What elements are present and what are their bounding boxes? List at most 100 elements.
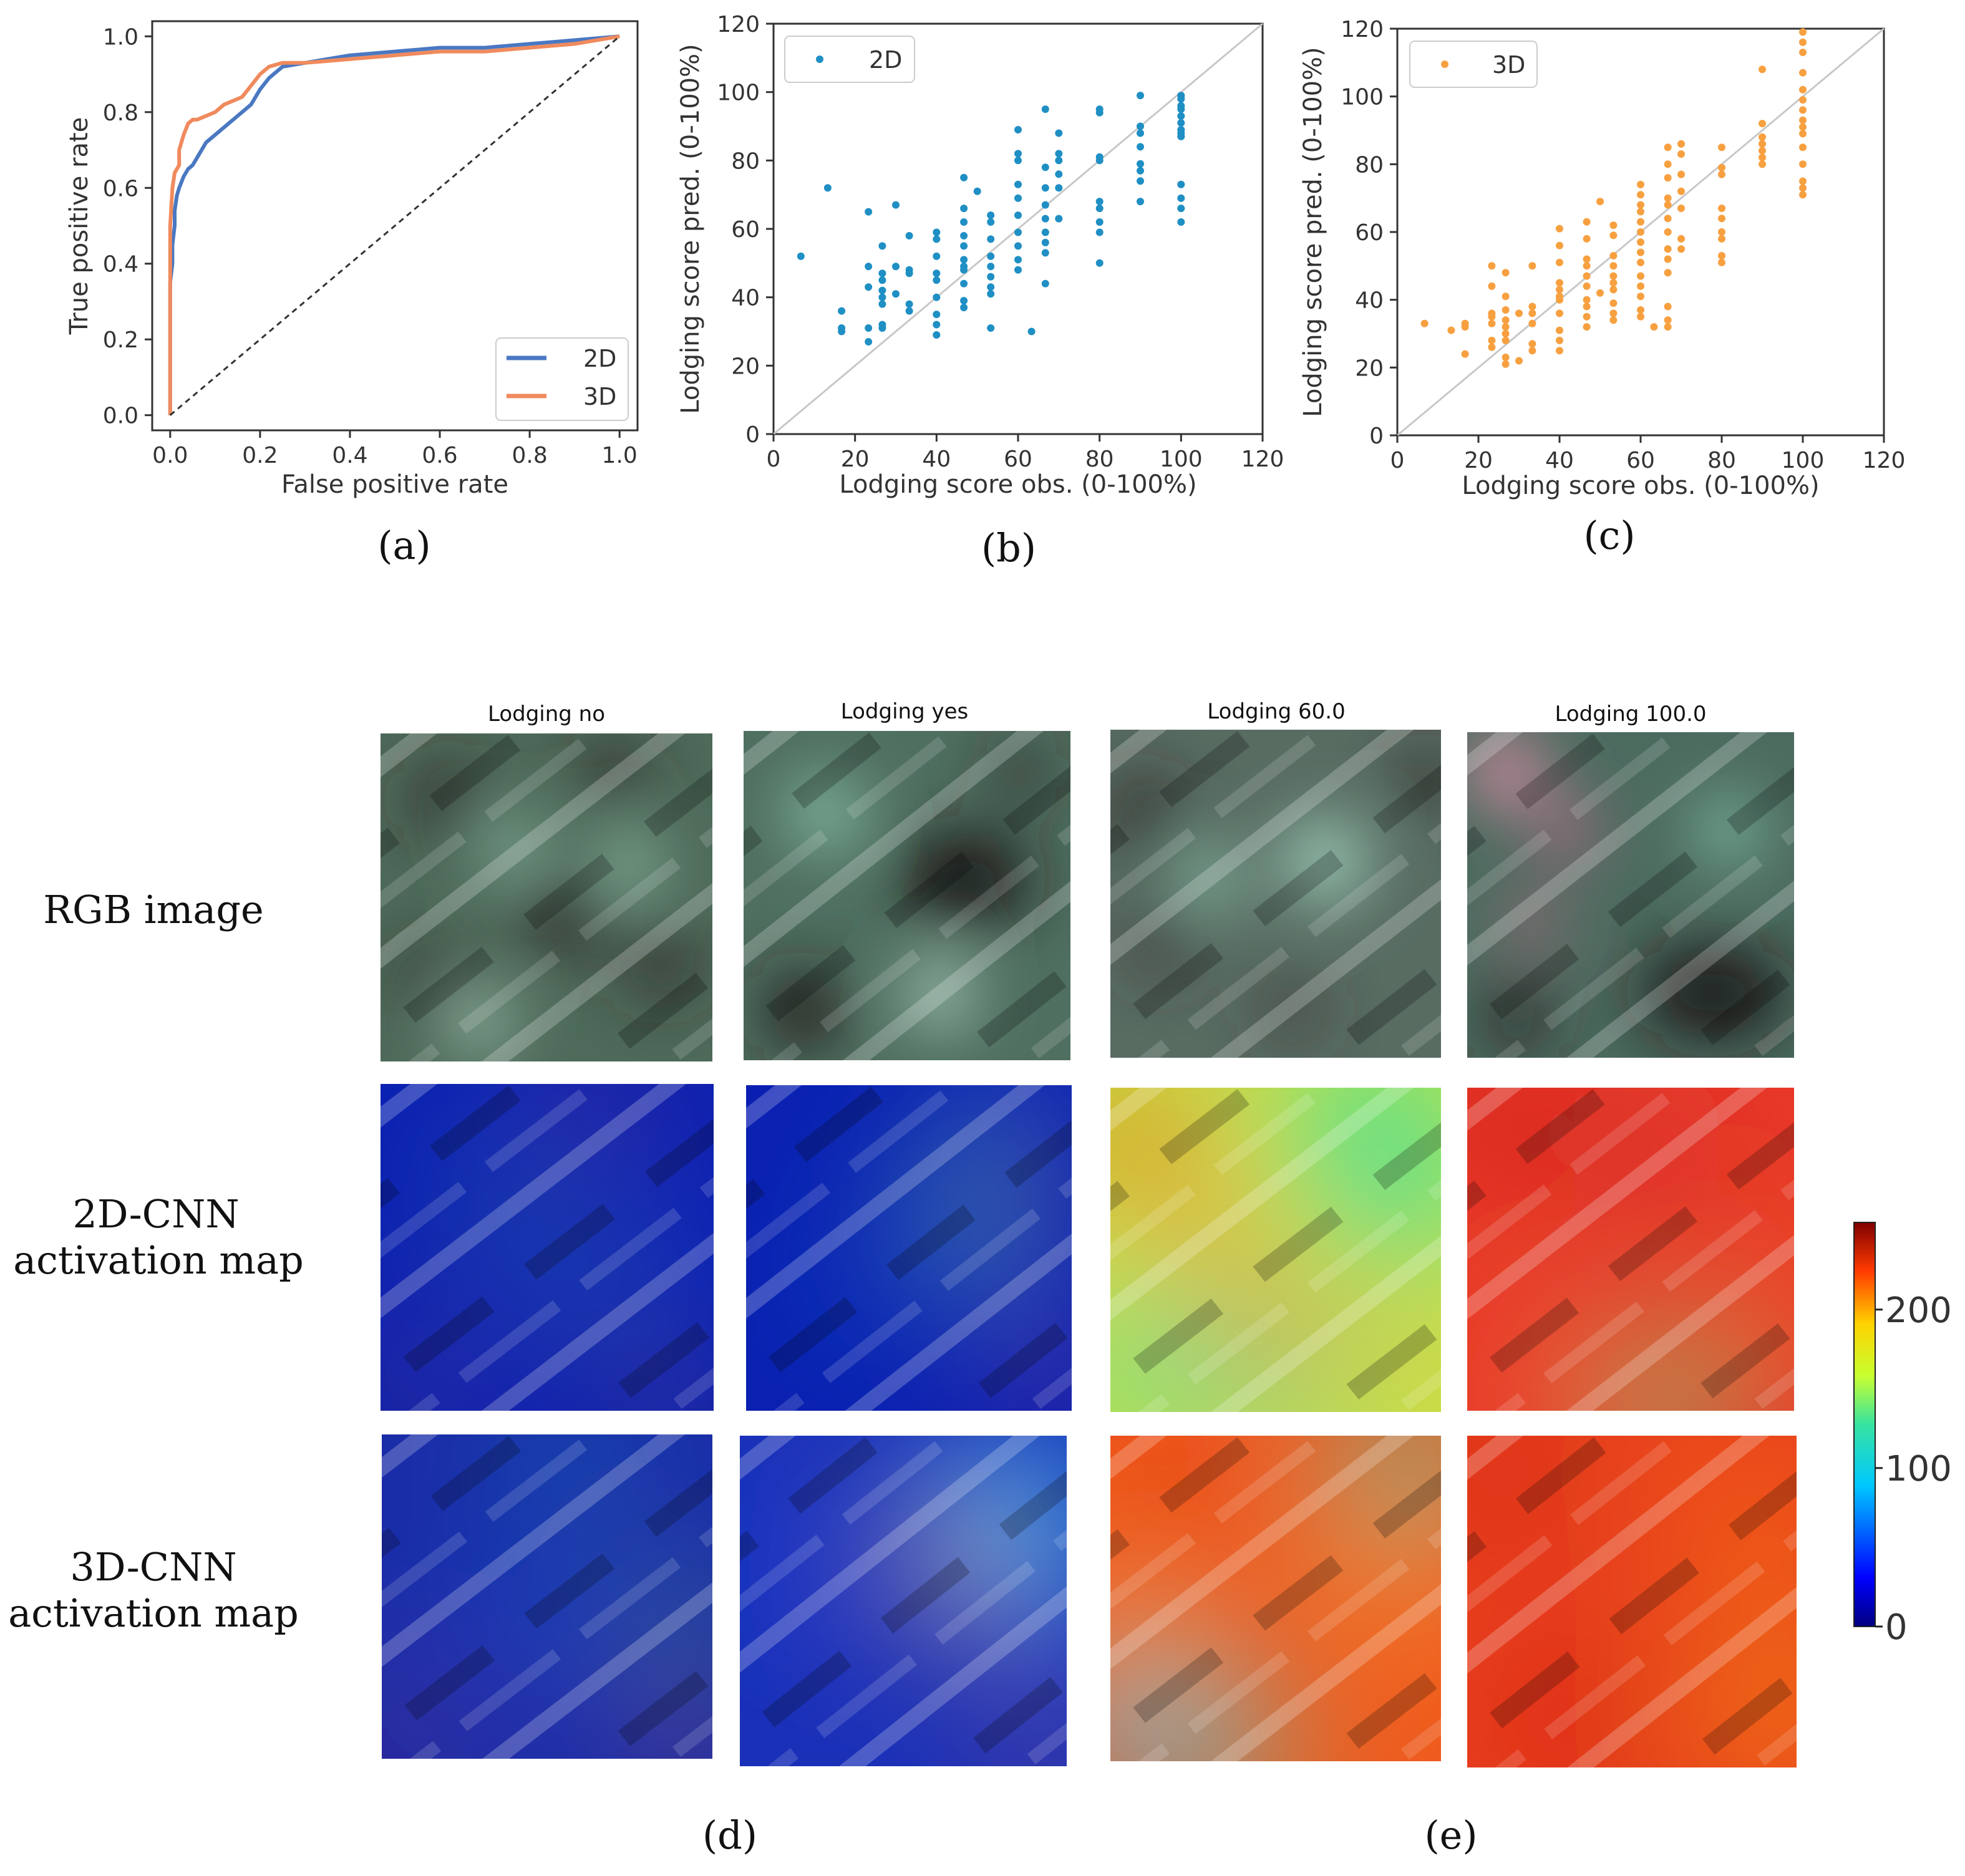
scatter-2d-point [1041,249,1049,257]
scatter-3d-point [1664,160,1672,168]
scatter-2d-point [1095,198,1104,206]
scatter-3d-point [1637,201,1644,209]
scatter-3d-point [1461,323,1469,331]
scatter-2d-point [987,290,995,298]
scatter-3d-xtick-label: 20 [1464,448,1493,473]
scatter-2d-point [905,300,913,308]
scatter-3d-point [1556,241,1563,249]
scatter-2d-point [823,184,832,192]
scatter-2d-point [1095,228,1104,236]
column-title-lodging-100: Lodging 100.0 [1555,702,1706,727]
scatter-2d-point [1041,163,1049,172]
scatter-2d-point [892,290,900,298]
scatter-3d-point [1664,255,1672,263]
roc-line-2d [168,34,620,415]
scatter-2d-point [933,331,941,339]
scatter-3d-point [1677,234,1685,243]
scatter-3d-point [1637,180,1644,188]
scatter-3d-point [1609,299,1618,307]
scatter-2d-point [1137,143,1144,151]
roc-ytick-label: 0.4 [103,252,138,278]
scatter-2d-point [1177,112,1185,120]
scatter-3d-point [1528,340,1536,348]
scatter-3d-point [1583,323,1591,331]
scatter-3d-point [1759,153,1766,162]
scatter-2d-point [1014,157,1022,165]
scatter-3d-point [1488,262,1496,270]
scatter-3d-point [1583,234,1591,243]
scatter-3d-point [1447,326,1455,334]
scatter-2d-point [1014,211,1022,220]
scatter-3d-point [1528,319,1536,327]
scatter-3d-ticks: 0 20 40 60 80 100 120 0 20 40 60 80 100 120 [1341,17,1905,473]
scatter-3d-point [1502,306,1510,314]
activation-3d-lodging-no [382,1434,712,1759]
scatter-3d-point [1420,319,1429,327]
scatter-3d-point [1637,238,1644,246]
row-label-2d-line2: activation map [13,1237,304,1283]
roc-ytick-label: 0.0 [103,404,138,429]
scatter-3d-point [1759,147,1766,155]
scatter-3d-point [1677,150,1685,158]
caption-e: (e) [1424,1812,1477,1858]
scatter-3d-point [1799,130,1807,138]
scatter-3d-point [1583,255,1591,263]
scatter-3d-point [1488,319,1496,327]
scatter-3d-point [1650,323,1658,331]
scatter-3d-point [1556,296,1563,304]
scatter-3d-ylabel: Lodging score pred. (0-100%) [1299,47,1327,417]
scatter-3d-point [1637,218,1644,226]
scatter-3d-point [1488,282,1496,290]
scatter-2d-point [1055,150,1063,158]
colorbar-gradient [1853,1222,1876,1627]
scatter-2d-point [1177,205,1185,213]
colorbar-tick-label: 0 [1885,1607,1908,1648]
scatter-2d-point [1055,184,1063,192]
scatter-2d-point [865,324,873,332]
scatter-2d-point [960,232,968,239]
scatter-2d-point [960,266,968,274]
roc-lines [168,34,621,416]
scatter-3d-point [1664,143,1672,152]
row-label-3d-line2: activation map [8,1590,299,1636]
roc-ytick-label: 1.0 [103,24,138,50]
scatter-2d-point [987,235,995,243]
scatter-3d-point [1609,272,1618,280]
scatter-3d-point [1461,350,1469,358]
colorbar-ticks: 0 100 200 [1875,1290,1952,1648]
scatter-2d-xtick-label: 40 [922,447,951,472]
scatter-3d-point [1637,282,1644,290]
scatter-3d-point [1718,163,1725,172]
scatter-3d-point [1596,289,1604,297]
scatter-3d-legend-marker [1441,60,1448,68]
scatter-3d-point [1583,296,1591,304]
activation-2d-lodging-100 [1467,1088,1794,1411]
scatter-2d-point [1041,105,1049,114]
scatter-3d-xtick-label: 60 [1626,448,1655,473]
scatter-2d-point [1014,150,1022,158]
scatter-2d-point [1177,105,1185,114]
scatter-2d-point [1137,129,1144,137]
scatter-3d-point [1556,286,1563,294]
scatter-2d-point [987,218,995,226]
scatter-2d-point [1177,194,1185,202]
scatter-2d-ytick-label: 100 [717,80,760,106]
scatter-2d-point [1014,180,1022,188]
activation-2d-lodging-60 [1110,1088,1441,1412]
roc-ytick-label: 0.2 [103,327,138,353]
activation-grid: Lodging no Lodging yes Lodging 60.0 Lodg… [8,699,1952,1858]
colorbar-tick-label: 100 [1885,1449,1952,1489]
roc-xtick-label: 0.2 [242,443,278,468]
roc-ticks: 0.0 0.2 0.4 0.6 0.8 1.0 0.0 0.2 0.4 0.6 0.8 1.0 [103,24,638,468]
scatter-2d-xtick-label: 120 [1241,447,1284,472]
scatter-3d-point [1677,205,1685,212]
scatter-3d-xtick-label: 100 [1782,448,1825,473]
scatter-3d-point [1664,245,1672,253]
row-label-3d-line1: 3D-CNN [70,1544,236,1590]
activation-3d-lodging-60 [1110,1436,1441,1761]
scatter-3d-point [1637,293,1644,301]
scatter-2d-point [838,327,846,336]
scatter-3d-point [1664,269,1672,277]
scatter-3d-point [1488,343,1496,351]
